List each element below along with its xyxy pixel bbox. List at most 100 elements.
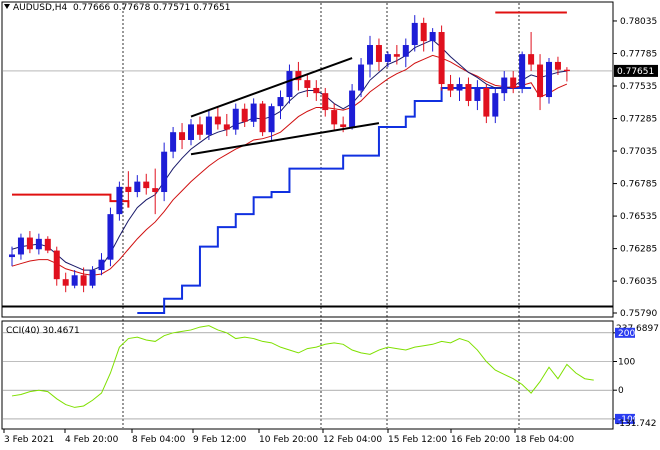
candle-body [474,87,481,101]
vertical-grid [122,3,520,428]
candle-body [250,103,257,122]
ohlc-values: 0.77666 0.77678 0.77571 0.77651 [73,3,231,13]
symbol-label: AUDUSD,H4 [13,3,68,13]
price-tick-label: 0.77535 [620,82,657,92]
candle-body [528,54,535,65]
candle-body [402,45,409,57]
candle-body [510,77,517,88]
candle-body [116,186,123,215]
candle-body [134,181,141,193]
chart-header: AUDUSD,H4 0.77666 0.77678 0.77571 0.7765… [4,3,230,13]
cci-line [11,325,594,408]
supertrend-lines [12,11,567,314]
time-tick-label: 9 Feb 12:00 [193,435,247,445]
cci-level-badge [615,413,635,424]
price-axis: 0.78035 0.77785 0.77535 0.77285 0.77035 0.767… [613,17,658,319]
trendlines [190,57,380,156]
price-tick-label: 0.78035 [620,17,657,27]
trendline [190,122,380,156]
candle-body [170,132,177,152]
candle-body [304,80,311,88]
time-tick-label: 16 Feb 20:00 [451,435,510,445]
candle-body [563,69,570,72]
candle-body [295,71,302,81]
time-tick-label: 10 Feb 20:00 [259,435,318,445]
candle-body [393,54,400,57]
candle-body [554,61,561,70]
price-tick-label: 0.77785 [620,49,657,59]
candle-body [384,54,391,62]
price-tick-label: 0.76285 [620,245,657,255]
trendline [190,57,353,118]
candle-body [241,108,248,122]
time-axis: 3 Feb 2021 4 Feb 20:00 8 Feb 04:00 9 Feb 12… [3,429,574,445]
candle-body [71,275,78,286]
candle-body [358,64,365,91]
candle-body [268,106,275,133]
candle-body [447,84,454,91]
candle-body [322,93,329,111]
candle-body [232,108,239,130]
cci-tick-label: 0 [618,386,624,396]
candle-body [196,124,203,135]
candle-body [53,250,60,280]
candle-body [277,97,284,107]
cci-tick-label: 100 [618,358,635,368]
candle-body [26,237,33,250]
cci-label: CCI(40) 30.4671 [6,326,80,336]
candle-body [501,77,508,94]
candle-body [17,237,24,255]
candle-body [429,32,436,42]
candle-body [107,214,114,260]
price-tick-label: 0.76535 [620,212,657,222]
candle-body [313,87,320,94]
candle-body [492,93,499,117]
current-price-label: 0.77651 [617,67,654,77]
candle-body [125,186,132,193]
cci-tick-label: -100 [618,415,639,425]
cci-scale-bottom: -131.742 [616,419,656,429]
candle-body [411,22,418,46]
candle-body [179,132,186,140]
supertrend-down [12,193,130,208]
cci-series-line [11,325,594,408]
candle-body [89,270,96,286]
candle-body [143,181,150,189]
support-line [2,70,613,308]
candle-body [205,116,212,135]
dropdown-triangle-icon[interactable] [4,4,10,9]
price-tick-label: 0.75790 [620,309,657,319]
price-tick-label: 0.76785 [620,180,657,190]
candle-body [214,116,221,125]
ma-slow-line [11,54,568,276]
time-tick-label: 3 Feb 2021 [4,435,54,445]
cci-levels [2,332,613,420]
candle-body [9,254,15,258]
candle-body [340,124,347,127]
candles [9,15,570,293]
candle-body [367,45,373,65]
time-tick-label: 8 Feb 04:00 [132,435,186,445]
candle-body [349,90,356,127]
candle-body [80,275,87,286]
candle-body [456,84,463,91]
current-price-badge [614,64,658,77]
time-tick-label: 12 Feb 04:00 [323,435,382,445]
time-tick-label: 15 Feb 12:00 [388,435,447,445]
time-tick-label: 18 Feb 04:00 [515,435,574,445]
candle-body [537,64,544,98]
price-tick-label: 0.77285 [620,115,657,125]
candle-body [188,124,194,140]
candle-body [465,84,472,101]
candle-body [483,87,490,117]
cci-frame [1,320,614,430]
candle-body [223,124,230,130]
candle-body [62,279,69,286]
cci-scale-top: 237.6897 [616,324,659,334]
candle-body [35,238,42,250]
candle-body [420,22,427,42]
cci-level-badge [615,327,635,338]
candle-body [44,238,51,251]
candle-body [519,54,526,88]
